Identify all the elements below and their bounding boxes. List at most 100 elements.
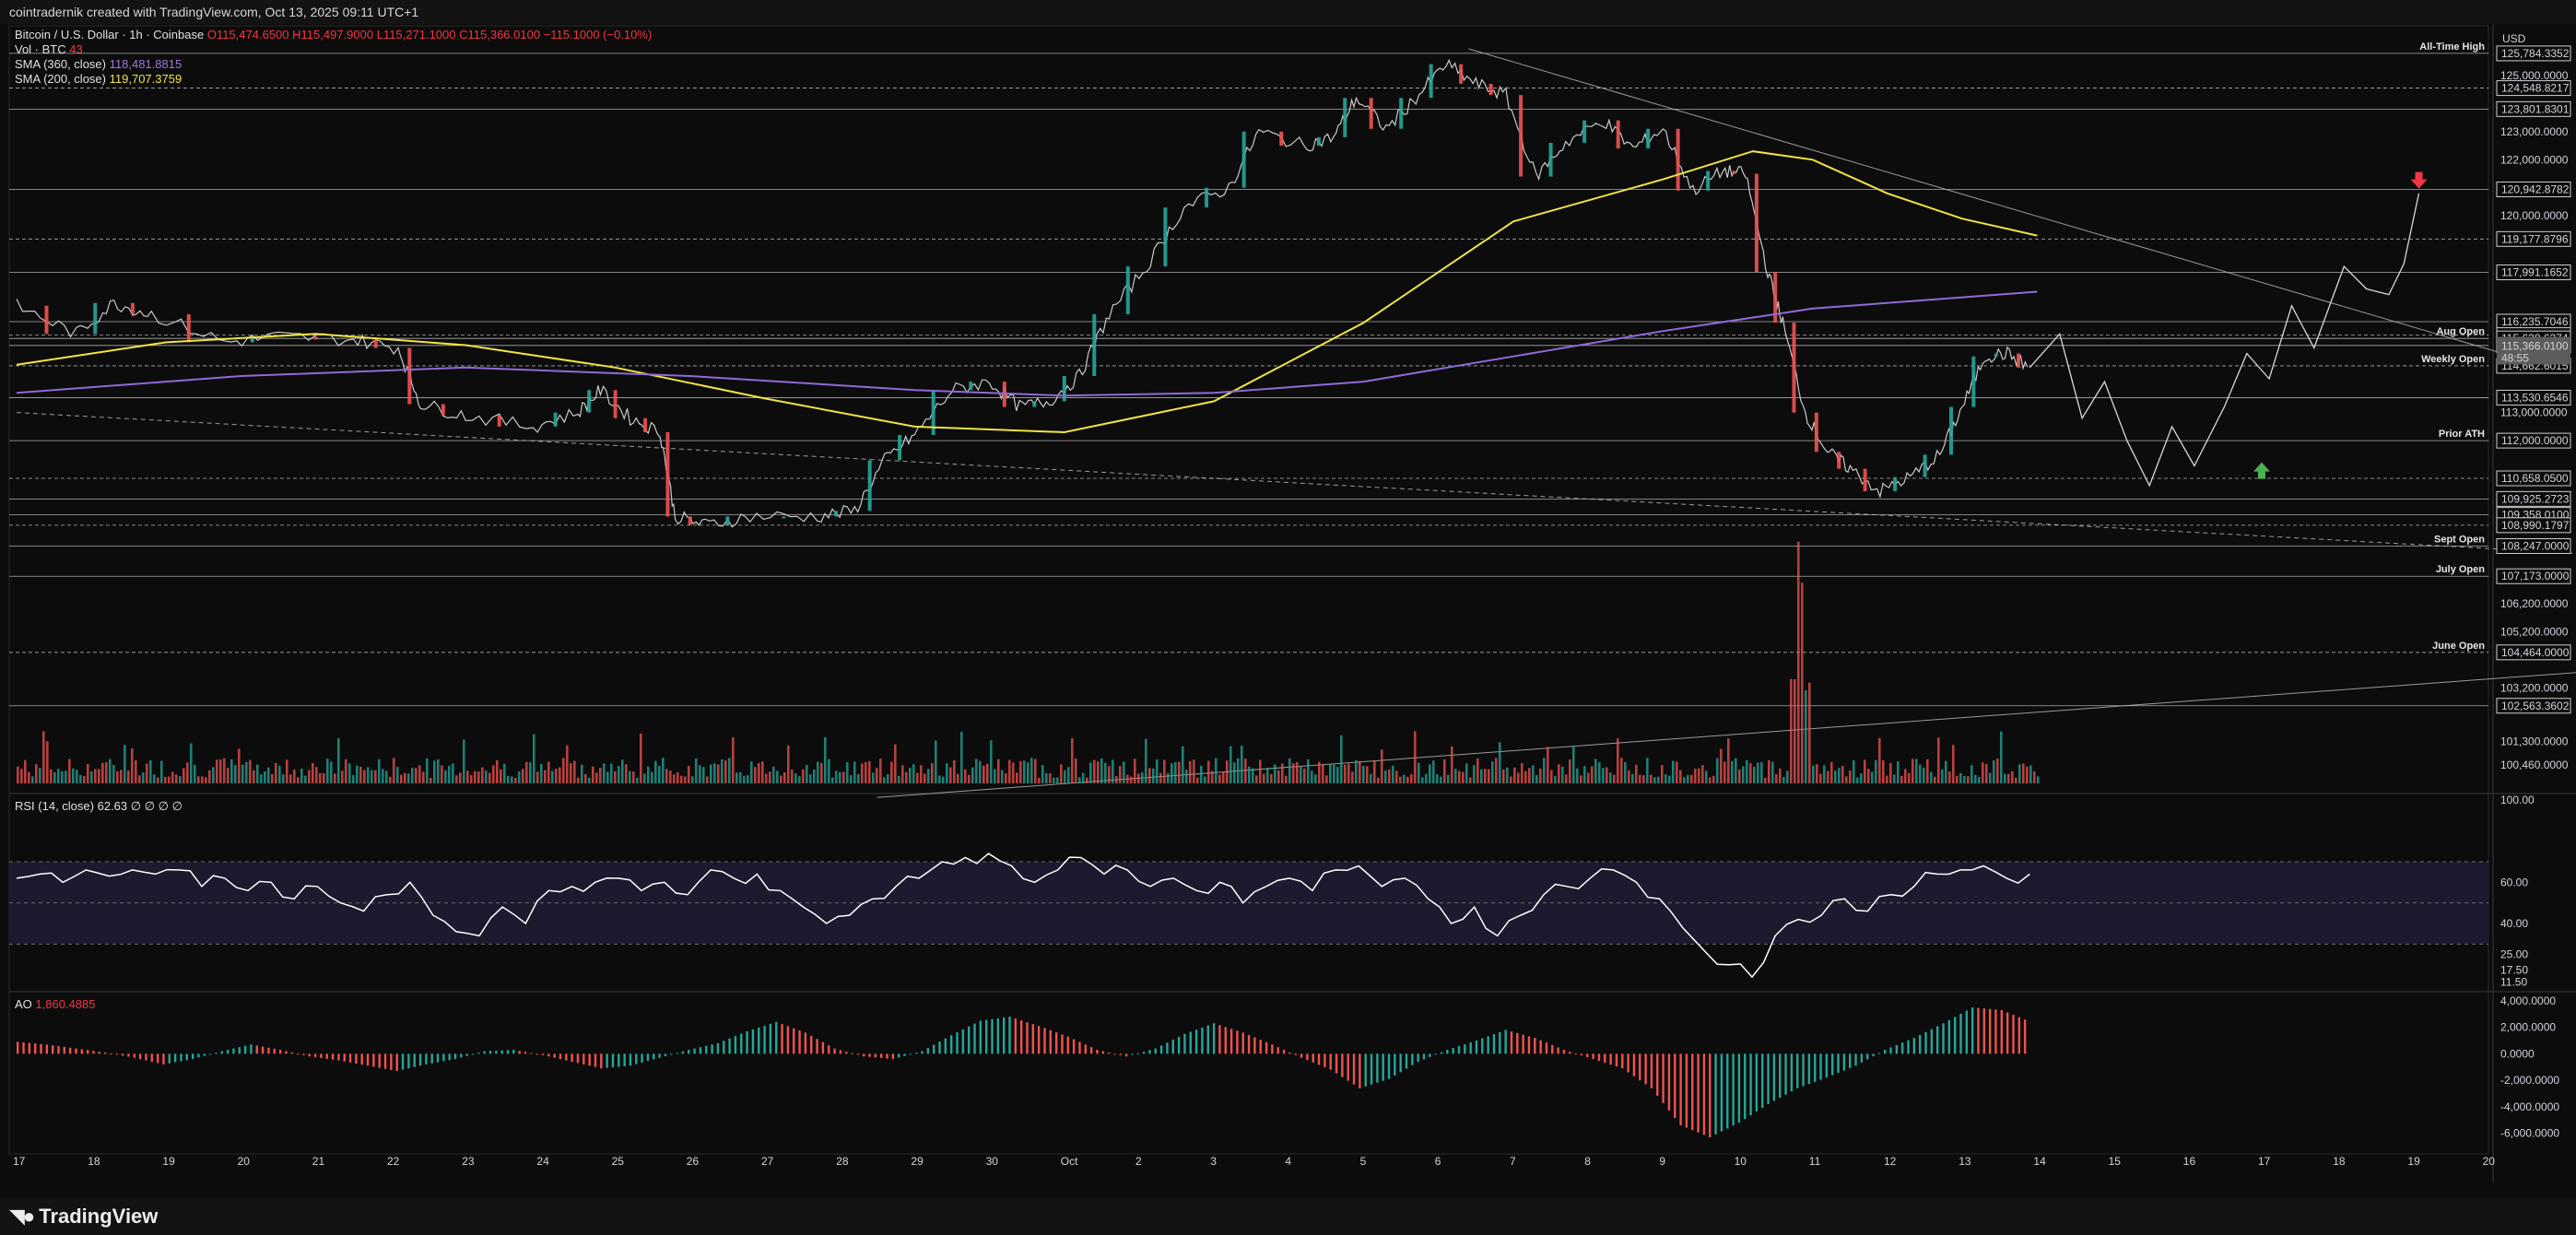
candle-body	[1646, 128, 1651, 149]
time-tick: 8	[1584, 1155, 1591, 1168]
ao-bar	[1026, 1022, 1029, 1054]
sma360-legend: SMA (360, close) 118,481.8815	[15, 57, 182, 72]
ao-bar	[798, 1030, 801, 1054]
volume-bar	[500, 769, 502, 783]
candle-body	[1062, 375, 1066, 402]
volume-bar	[53, 771, 56, 783]
volume-bar	[1218, 774, 1221, 783]
ao-bar	[331, 1053, 335, 1060]
volume-bar	[783, 772, 786, 783]
volume-bar	[614, 770, 617, 783]
volume-bar	[551, 770, 554, 783]
volume-bar	[1664, 774, 1667, 783]
high-value: H115,497.9000	[292, 28, 374, 41]
time-tick: 7	[1510, 1155, 1516, 1168]
volume-bar	[212, 767, 215, 783]
volume-bar	[1782, 777, 1785, 783]
volume-bar	[1952, 745, 1955, 783]
volume-bar	[1307, 759, 1310, 783]
volume-bar	[680, 775, 683, 783]
ao-bar	[1697, 1053, 1700, 1133]
ao-bar	[1194, 1029, 1198, 1054]
ao-bar	[261, 1046, 265, 1054]
volume-bar	[234, 765, 237, 783]
volume-bar	[1882, 759, 1885, 783]
volume-bar	[39, 768, 41, 783]
volume-bar	[566, 745, 569, 783]
ao-bar	[1767, 1053, 1770, 1104]
volume-bar	[1359, 760, 1361, 783]
volume-bar	[1244, 759, 1247, 783]
ao-bar	[781, 1024, 783, 1054]
volume-bar	[1993, 760, 1995, 783]
candle-body	[643, 418, 648, 432]
ao-bar	[366, 1053, 370, 1066]
volume-bar	[1115, 776, 1118, 783]
ao-bar	[98, 1052, 101, 1054]
level-box	[2496, 45, 2571, 62]
ao-bar	[1317, 1053, 1321, 1065]
ao-bar	[926, 1048, 930, 1054]
volume-bar	[850, 775, 853, 783]
volume-bar	[1934, 776, 1936, 783]
candle-body	[834, 511, 839, 517]
ao-bar	[2023, 1019, 2027, 1054]
candle-body	[1792, 323, 1796, 413]
volume-bar	[909, 768, 912, 783]
ao-bar	[1399, 1053, 1402, 1073]
volume-bar	[876, 768, 878, 783]
volume-bar	[514, 777, 517, 783]
volume-bar	[149, 759, 152, 783]
ao-bar	[1709, 1053, 1711, 1137]
ao-bar	[500, 1050, 503, 1054]
volume-bar	[341, 770, 344, 783]
volume-bar	[441, 765, 443, 783]
candle-body	[1923, 454, 1927, 477]
ao-bar	[360, 1053, 363, 1065]
volume-bar	[1038, 777, 1041, 783]
candle-body	[665, 431, 670, 517]
volume-bar	[264, 771, 266, 783]
volume-bar	[632, 771, 635, 783]
time-tick: 14	[2033, 1155, 2046, 1168]
volume-bar	[964, 769, 967, 783]
volume-bar	[511, 776, 513, 783]
level-price-label: 108,247.0000	[2501, 540, 2570, 553]
ao-bar	[1569, 1052, 1571, 1054]
volume-bar	[334, 773, 336, 783]
volume-bar	[536, 771, 539, 783]
volume-bar	[1812, 765, 1815, 783]
ao-bar	[1236, 1030, 1239, 1054]
ao-value: 1,860.4885	[35, 997, 96, 1011]
volume-bar	[1797, 541, 1800, 783]
ao-bar	[1883, 1050, 1887, 1054]
level-price-label: 119,177.8796	[2501, 232, 2569, 245]
ao-bar	[1842, 1053, 1846, 1071]
trendline-lower-channel	[16, 412, 2576, 554]
ao-bar	[1522, 1034, 1524, 1054]
rsi-label: RSI (14, close)	[15, 799, 94, 813]
volume-bar	[448, 765, 451, 783]
ao-bar	[670, 1053, 673, 1055]
volume-bar	[1351, 771, 1354, 783]
volume-bar	[1417, 762, 1420, 783]
price-tick: 123,000.0000	[2500, 125, 2569, 138]
ao-bar	[1877, 1053, 1881, 1054]
rsi-value: 62.63	[97, 799, 128, 813]
ao-pane: 4,000.0000 2,000.0000 0.0000 -2,000.0000 -4,…	[17, 994, 2559, 1140]
ao-bar	[407, 1053, 410, 1069]
time-tick: 11	[1809, 1155, 1821, 1168]
ao-bar	[1335, 1053, 1338, 1074]
tradingview-logo[interactable]: ◥● TradingView	[9, 1205, 158, 1229]
ao-bar	[523, 1052, 527, 1054]
volume-bar	[1982, 762, 1984, 783]
volume-bar	[713, 763, 716, 783]
volume-bar	[1163, 759, 1166, 783]
volume-bar	[238, 748, 241, 783]
volume-bar	[1049, 773, 1052, 783]
volume-bar	[1889, 762, 1892, 783]
ao-bar	[1959, 1013, 1962, 1054]
level-box	[2496, 490, 2571, 507]
volume-bar	[747, 775, 749, 783]
